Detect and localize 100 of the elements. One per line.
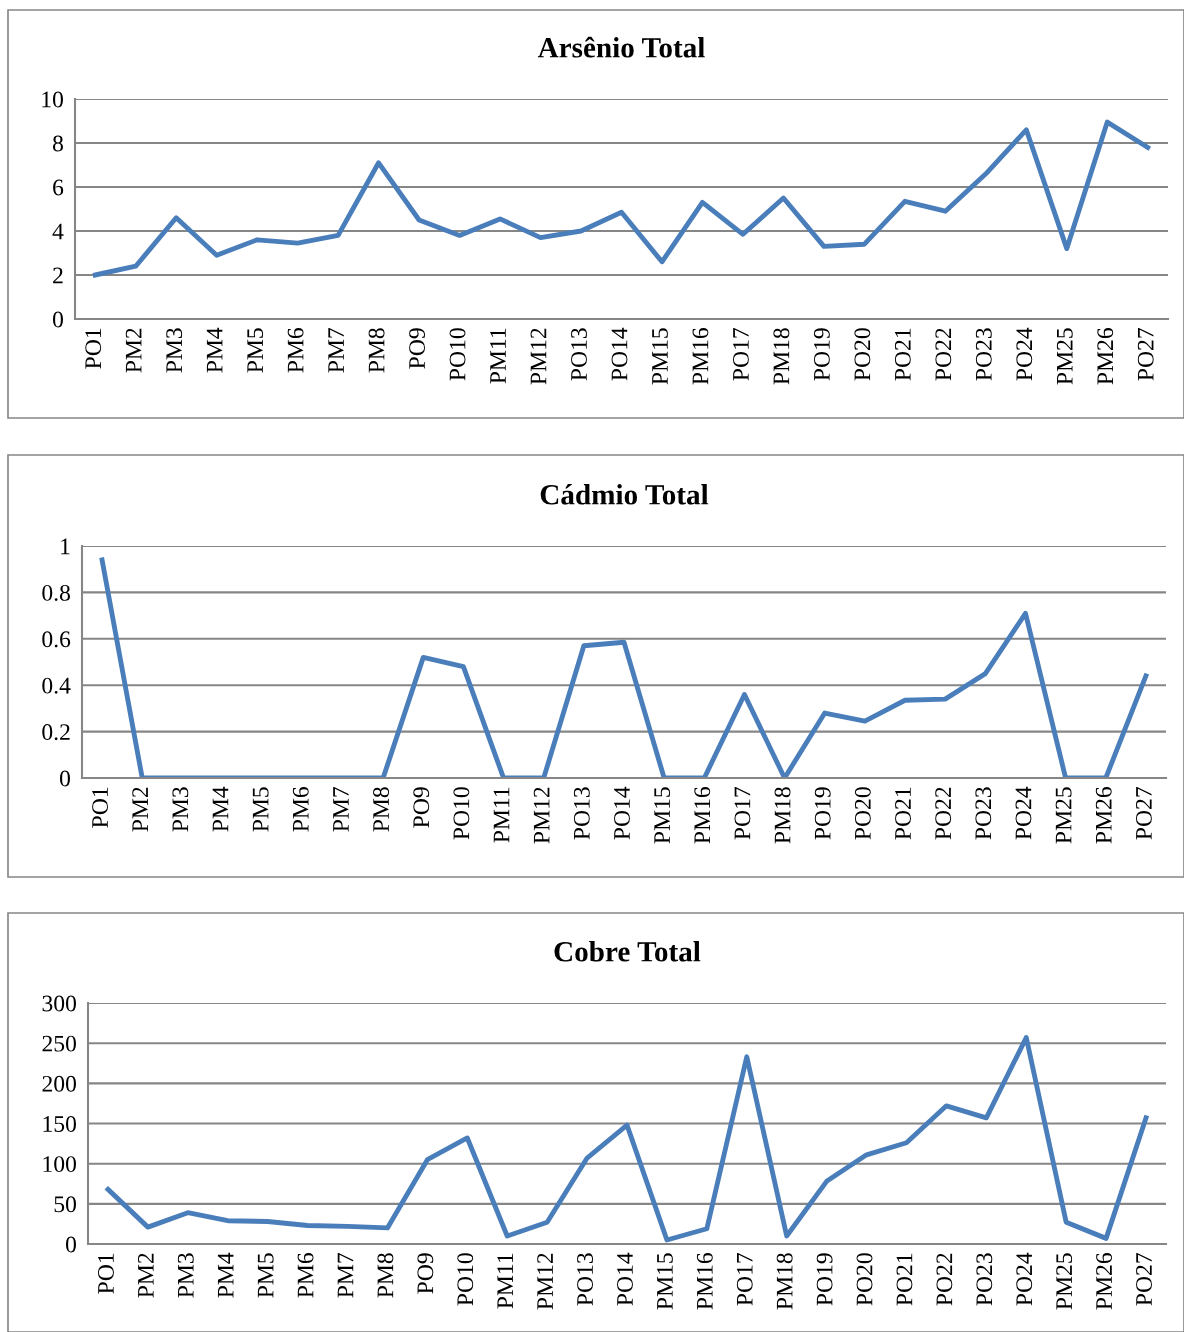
x-tick-label: PM4 [217,1252,234,1298]
x-tick-label: PM16 [696,1253,713,1310]
x-tick-label: PM6 [292,787,309,832]
x-tick-label: PO19 [814,787,831,840]
y-tick-label: 0.2 [42,724,70,741]
y-tick-label: 0 [59,770,70,787]
x-tick-label: PO24 [1016,327,1033,381]
x-tick-label: PO13 [571,328,587,381]
x-tick-label: PO22 [935,787,952,840]
x-tick-label: PM3 [177,1253,194,1298]
x-tick-label: PM6 [287,328,304,373]
x-tick-label: PM18 [774,787,791,844]
x-tick-label: PO22 [936,1253,953,1306]
y-tick-label: 2 [53,267,63,284]
x-tick-label: PM25 [1056,328,1073,385]
x-tick-label: PM5 [252,787,269,832]
x-tick-label: PM5 [257,1253,274,1298]
x-tick-label: PO20 [854,328,871,381]
x-tick-label: PM4 [206,327,223,373]
x-tick-label: PO17 [734,787,751,840]
y-tick-label: 250 [42,1035,76,1052]
x-tick-label: PO24 [1016,1252,1033,1306]
x-tick-label: PO23 [975,328,992,381]
y-tick-label: 4 [52,223,64,240]
y-tick-label: 150 [43,1115,76,1132]
x-tick-label: PO21 [895,787,911,840]
x-tick-label: PO27 [1135,787,1152,840]
x-tick-label: PM3 [172,787,189,832]
x-tick-label: PO19 [816,1253,833,1306]
x-tick-label: PO1 [85,328,102,369]
y-tick-label: 0.6 [42,631,71,648]
x-tick-label: PM2 [125,328,142,373]
x-tick-label: PO13 [577,1253,593,1306]
x-tick-label: PM8 [373,787,390,832]
x-tick-label: PM15 [654,787,671,844]
y-tick-label: 200 [42,1075,76,1092]
x-tick-label: PO14 [611,327,628,381]
x-tick-label: PO10 [453,787,470,840]
y-tick-label: 300 [42,995,76,1012]
y-tick-label: 0 [65,1236,76,1253]
x-tick-label: PO17 [732,328,749,381]
y-tick-label: 0 [52,311,63,328]
x-tick-label: PM3 [166,328,183,373]
x-tick-label: PM26 [1097,328,1114,385]
x-tick-label: PM16 [694,787,711,844]
y-tick-label: 6 [53,179,64,196]
x-tick-label: PM12 [533,787,550,844]
x-tick-label: PO9 [413,787,430,828]
x-tick-label: PO19 [813,328,830,381]
x-tick-label: PO17 [736,1253,753,1306]
y-tick-label: 100 [43,1156,76,1173]
x-tick-label: PM11 [497,1253,513,1309]
x-tick-label: PM2 [132,787,148,832]
y-tick-label: 8 [52,135,63,152]
x-tick-label: PM25 [1056,1253,1073,1310]
x-tick-label: PO22 [935,328,952,381]
y-tick-label: 0.4 [42,677,71,694]
x-tick-label: PM4 [212,786,229,832]
x-tick-label: PM25 [1055,787,1072,844]
x-tick-label: PM18 [773,328,790,385]
x-tick-label: PO23 [975,787,992,840]
x-tick-label: PM26 [1095,787,1112,844]
x-tick-label: PO1 [98,1253,114,1294]
x-tick-label: PO14 [617,1252,633,1306]
x-tick-label: PM11 [490,328,506,384]
x-tick-label: PO20 [856,1253,873,1306]
x-tick-label: PM12 [530,328,547,385]
line-series [99,557,1149,778]
y-tick-label: 50 [54,1196,76,1213]
y-tick-label: 10 [42,91,63,108]
x-tick-label: PO24 [1015,786,1032,840]
x-tick-label: PO21 [894,328,911,381]
x-tick-label: PM7 [333,787,349,832]
line-series [92,119,1151,278]
x-tick-label: PO13 [573,787,590,840]
line-series [105,1035,1149,1243]
x-tick-label: PM2 [137,1253,154,1298]
x-tick-label: PM11 [493,787,510,843]
x-tick-label: PM18 [776,1253,793,1310]
x-tick-label: PO14 [614,786,630,840]
x-tick-label: PM8 [377,1253,394,1298]
x-tick-label: PM15 [652,328,668,385]
x-tick-label: PM5 [247,328,264,373]
x-tick-label: PO9 [409,328,425,369]
x-tick-label: PM8 [368,328,385,373]
x-tick-label: PO27 [1136,1253,1152,1306]
x-tick-label: PM7 [328,328,344,373]
x-tick-label: PO23 [976,1253,993,1306]
x-tick-label: PO10 [449,328,466,381]
x-tick-label: PM7 [337,1253,354,1298]
x-tick-label: PM15 [657,1253,673,1310]
x-tick-label: PM6 [297,1253,314,1298]
x-tick-label: PO27 [1137,328,1154,381]
x-tick-label: PO1 [92,787,108,828]
x-tick-label: PM16 [692,328,709,385]
x-tick-label: PO9 [417,1253,434,1294]
y-tick-label: 1 [61,538,70,555]
chart-title: Cádmio Total [540,484,709,505]
chart-title: Arsênio Total [537,36,705,58]
x-tick-label: PO20 [854,787,871,840]
